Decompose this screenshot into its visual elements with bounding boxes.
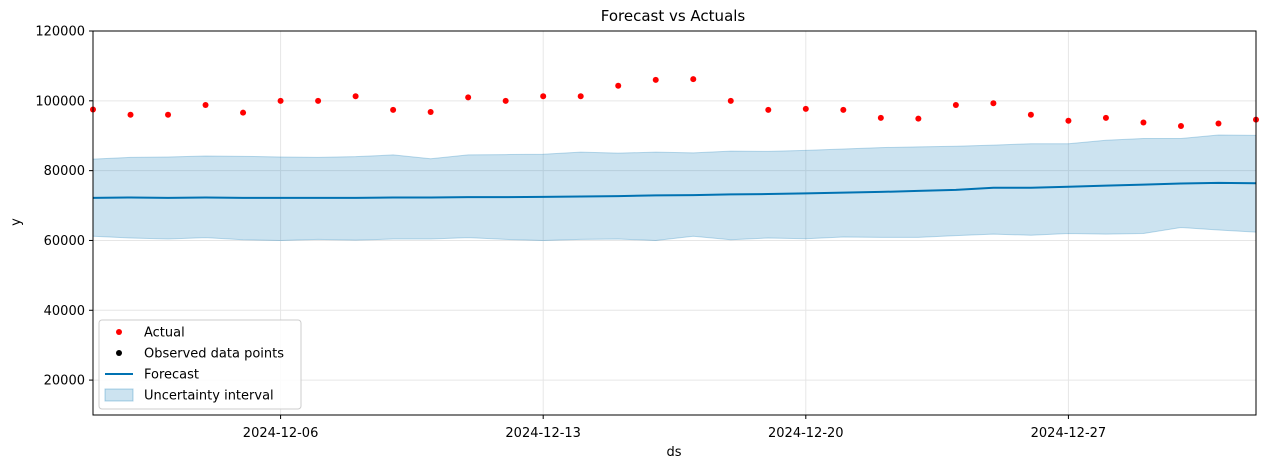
y-tick-label: 80000	[44, 164, 85, 179]
actual-point	[315, 97, 322, 104]
legend-label-3: Uncertainty interval	[144, 389, 274, 404]
legend-marker-0	[116, 329, 122, 335]
actual-points	[90, 76, 1259, 129]
actual-point	[1027, 111, 1034, 118]
actual-point	[1215, 120, 1222, 127]
uncertainty-band	[92, 134, 1257, 241]
actual-point	[690, 76, 697, 83]
actual-point	[202, 102, 209, 109]
legend-label-2: Forecast	[144, 368, 199, 383]
legend-box	[98, 319, 302, 410]
actual-point	[952, 102, 959, 109]
actual-point	[1177, 122, 1184, 129]
x-tick-label: 2024-12-20	[768, 426, 844, 441]
actual-point	[915, 115, 922, 122]
actual-point	[277, 97, 284, 104]
x-tick-label: 2024-12-13	[505, 426, 581, 441]
x-tick-label: 2024-12-27	[1031, 426, 1107, 441]
y-tick-label: 120000	[35, 25, 85, 40]
legend-label-0: Actual	[144, 326, 185, 341]
actual-point	[502, 97, 509, 104]
y-tick-label: 40000	[44, 304, 85, 319]
actual-point	[240, 109, 247, 116]
actual-point	[1102, 114, 1109, 121]
axes: 20000 40000 60000 80000 100000 120000 2024-12-…	[35, 25, 1257, 441]
actual-point	[127, 111, 134, 118]
legend-label-1: Observed data points	[144, 347, 284, 362]
actual-point	[165, 111, 172, 118]
actual-point	[577, 93, 584, 100]
actual-point	[390, 106, 397, 113]
x-tick-label: 2024-12-06	[243, 426, 319, 441]
actual-point	[802, 105, 809, 112]
y-tick-label: 20000	[44, 374, 85, 389]
plot-frame	[92, 30, 1257, 416]
actual-point	[427, 108, 434, 115]
actual-point	[765, 106, 772, 113]
actual-point	[727, 97, 734, 104]
actual-point	[990, 100, 997, 107]
actual-point	[465, 94, 472, 101]
actual-point	[352, 93, 359, 100]
legend: Actual Observed data points Forecast Uncert…	[98, 319, 302, 410]
actual-point	[877, 114, 884, 121]
chart-title: Forecast vs Actuals	[601, 7, 746, 25]
y-tick-label: 60000	[44, 234, 85, 249]
actual-point	[652, 76, 659, 83]
actual-point	[1140, 119, 1147, 126]
uncertainty-area	[93, 135, 1256, 241]
uncertainty-lower-edge	[92, 227, 1257, 241]
actual-point	[1065, 117, 1072, 124]
actual-point	[540, 93, 547, 100]
forecast-line	[92, 181, 1257, 199]
legend-marker-1	[116, 350, 122, 356]
y-axis-label: y	[9, 218, 24, 226]
uncertainty-upper-edge	[92, 134, 1257, 160]
x-axis-label: ds	[666, 445, 681, 460]
legend-band-swatch	[104, 388, 134, 402]
y-tick-label: 100000	[35, 94, 85, 109]
actual-point	[840, 106, 847, 113]
forecast-series-line	[92, 181, 1257, 199]
actual-point	[615, 82, 622, 89]
